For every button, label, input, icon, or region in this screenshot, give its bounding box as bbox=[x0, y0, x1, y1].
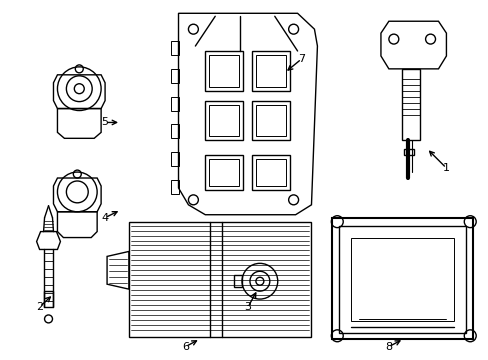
Bar bbox=[350, 238, 453, 321]
Bar bbox=[205, 51, 243, 91]
Text: 5: 5 bbox=[102, 117, 108, 127]
Bar bbox=[255, 105, 285, 136]
Bar bbox=[209, 105, 239, 136]
Bar bbox=[209, 159, 239, 186]
Bar bbox=[403, 149, 413, 155]
Bar bbox=[43, 291, 53, 307]
Bar bbox=[255, 55, 285, 87]
Text: 4: 4 bbox=[102, 213, 108, 223]
Text: 1: 1 bbox=[442, 163, 449, 173]
Text: 8: 8 bbox=[385, 342, 392, 352]
Bar bbox=[205, 100, 243, 140]
Bar bbox=[339, 226, 466, 333]
Bar bbox=[251, 100, 289, 140]
Text: 7: 7 bbox=[297, 54, 305, 64]
Bar bbox=[129, 222, 311, 337]
Bar bbox=[251, 155, 289, 190]
Bar bbox=[255, 159, 285, 186]
Bar bbox=[332, 218, 472, 339]
Text: 6: 6 bbox=[182, 342, 188, 352]
Bar bbox=[209, 55, 239, 87]
Text: 3: 3 bbox=[244, 302, 251, 312]
Text: 2: 2 bbox=[36, 302, 43, 312]
Bar bbox=[401, 69, 419, 140]
Bar bbox=[251, 51, 289, 91]
Bar bbox=[205, 155, 243, 190]
